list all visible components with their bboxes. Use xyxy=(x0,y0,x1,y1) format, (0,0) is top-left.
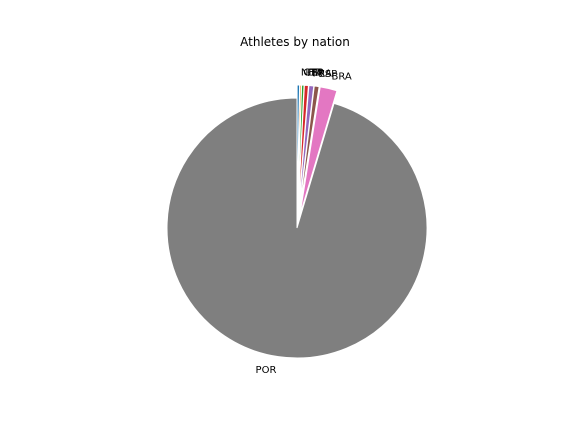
pie-label-por: POR xyxy=(256,365,277,376)
pie-label-fra: FRA xyxy=(313,68,332,79)
pie-label-esp: ESP xyxy=(319,69,338,80)
chart-title: Athletes by nation xyxy=(240,35,350,49)
pie-slice-por xyxy=(166,97,428,359)
pie-slices xyxy=(166,84,428,359)
pie-label-ger: GER xyxy=(303,68,324,79)
pie-label-bra: BRA xyxy=(332,71,352,82)
pie-label-ita: ITA xyxy=(307,68,322,79)
pie-label-ned: NED xyxy=(301,68,323,79)
pie-slice-other-7 xyxy=(296,84,301,216)
pie-slice-bra xyxy=(299,86,338,216)
